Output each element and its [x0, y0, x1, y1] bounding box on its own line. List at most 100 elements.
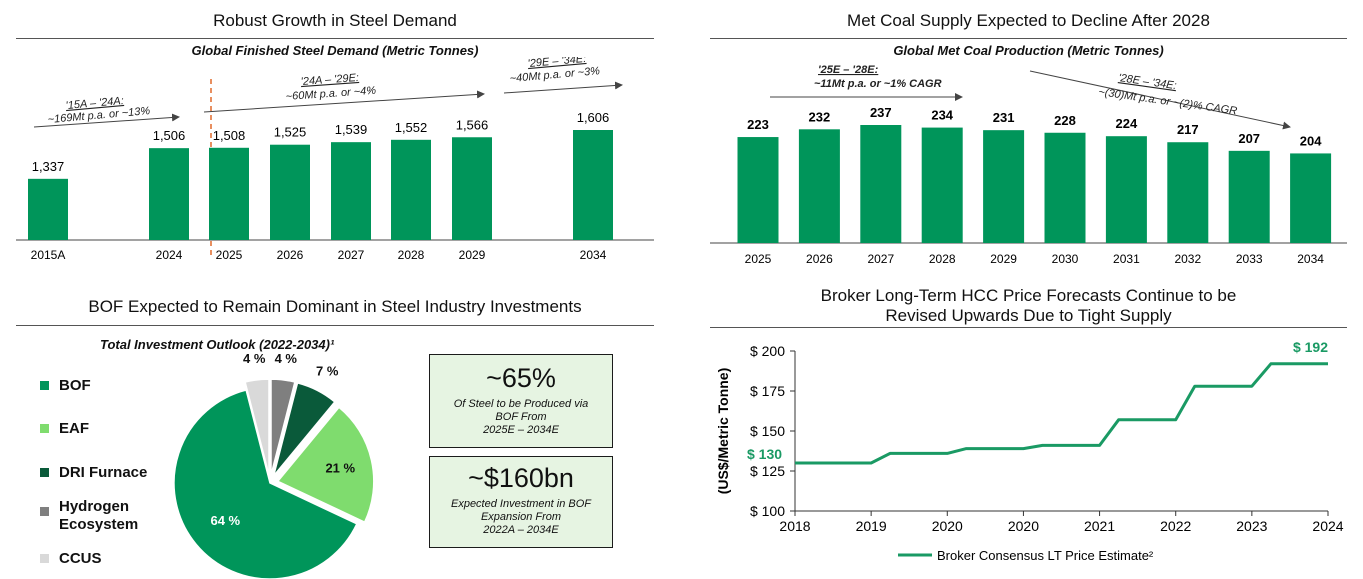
- broker-y-tick-label: $ 200: [750, 343, 785, 359]
- steel-arrow-1: [33, 113, 180, 128]
- steel-x-tick-label: 2025: [216, 248, 243, 262]
- coal-bar: [1228, 150, 1270, 243]
- coal-bar-label: 207: [1238, 131, 1260, 146]
- pie-slice-eaf: [276, 406, 375, 524]
- steel-bar-label: 1,539: [335, 122, 368, 137]
- met-coal-panel: Met Coal Supply Expected to Decline Afte…: [710, 0, 1347, 270]
- coal-bar-label: 228: [1054, 113, 1076, 128]
- coal-x-tick-label: 2027: [867, 252, 894, 266]
- bof-investment-text-3: 2022A – 2034E: [483, 524, 559, 536]
- steel-bar: [391, 139, 431, 240]
- coal-bar: [1044, 132, 1086, 243]
- pie-label-bof: 64 %: [210, 513, 240, 528]
- legend-label-bof: BOF: [59, 377, 91, 394]
- met-coal-title: Met Coal Supply Expected to Decline Afte…: [847, 11, 1210, 30]
- coal-bar: [737, 137, 779, 243]
- pie-label-dri: 7 %: [316, 364, 339, 379]
- coal-bar-label: 224: [1116, 116, 1138, 131]
- investment-pie-chart: 4 % 7 % 21 % 64 % 4 %: [173, 351, 375, 579]
- pie-label-hydrogen: 4 %: [275, 351, 298, 366]
- broker-x-tick-label: 2019: [856, 518, 887, 534]
- broker-panel: Broker Long-Term HCC Price Forecasts Con…: [710, 280, 1347, 579]
- broker-title-rule: [710, 327, 1347, 328]
- coal-bar-label: 232: [809, 109, 831, 124]
- bof-investment-text-1: Expected Investment in BOF: [450, 498, 591, 510]
- broker-y-tick-label: $ 125: [750, 463, 785, 479]
- met-coal-subtitle: Global Met Coal Production (Metric Tonne…: [893, 43, 1164, 58]
- steel-x-tick-label: 2029: [459, 248, 486, 262]
- coal-bar: [860, 125, 902, 243]
- coal-arrow-2: [1029, 70, 1291, 130]
- broker-y-tick-label: $ 150: [750, 423, 785, 439]
- steel-x-tick-label: 2027: [338, 248, 365, 262]
- steel-bar: [209, 147, 249, 240]
- coal-x-tick-label: 2033: [1236, 252, 1263, 266]
- steel-bar-label: 1,508: [213, 128, 246, 143]
- broker-legend-label: Broker Consensus LT Price Estimate²: [937, 548, 1154, 563]
- steel-demand-panel: Robust Growth in Steel Demand Global Fin…: [16, 0, 654, 270]
- legend-swatch-dri: [40, 468, 49, 477]
- legend-item-bof: BOF: [40, 377, 91, 394]
- pie-slice-bof: [173, 389, 358, 579]
- met-coal-chart: '25E – '28E: ~11Mt p.a. or ~1% CAGR '28E…: [710, 64, 1347, 266]
- steel-bar-label: 1,525: [274, 125, 307, 140]
- broker-x-tick-label: 2020: [932, 518, 963, 534]
- coal-annotation-1-line2: ~11Mt p.a. or ~1% CAGR: [814, 78, 942, 90]
- steel-bar-label: 1,552: [395, 120, 428, 135]
- bof-title-rule: [16, 325, 654, 326]
- pie-slice-hydrogen: [270, 378, 296, 476]
- broker-y-tick-label: $ 100: [750, 503, 785, 519]
- coal-bar: [1105, 136, 1147, 243]
- steel-demand-chart: '15A – '24A: ~169Mt p.a. or ~13% '24A – …: [16, 57, 654, 262]
- legend-label-eaf: EAF: [59, 420, 89, 437]
- legend-swatch-ccus: [40, 554, 49, 563]
- steel-demand-subtitle: Global Finished Steel Demand (Metric Ton…: [191, 43, 479, 58]
- coal-x-tick-label: 2030: [1052, 252, 1079, 266]
- bof-share-text-1: Of Steel to be Produced via: [453, 398, 589, 410]
- bof-share-text-2: BOF From: [495, 411, 547, 423]
- steel-bar: [149, 148, 189, 240]
- steel-annotation-3-line2: ~40Mt p.a. or ~3%: [509, 65, 600, 85]
- legend-label-hydrogen: Hydrogen Ecosystem: [59, 498, 139, 533]
- coal-bar: [921, 127, 963, 243]
- coal-x-tick-label: 2032: [1174, 252, 1201, 266]
- steel-arrow-3: [503, 81, 623, 94]
- steel-annotation-2-line1: '24A – '29E:: [300, 72, 359, 88]
- legend-swatch-eaf: [40, 424, 49, 433]
- steel-bar-label: 1,566: [456, 117, 489, 132]
- coal-bar-label: 237: [870, 105, 892, 120]
- coal-x-tick-label: 2029: [990, 252, 1017, 266]
- steel-x-tick-label: 2034: [580, 248, 607, 262]
- steel-bar: [28, 178, 68, 240]
- legend-label-dri: DRI Furnace: [59, 464, 148, 481]
- broker-end-label: $ 192: [1293, 339, 1328, 355]
- pie-slice-ccus: [244, 378, 270, 476]
- met-coal-title-rule: [710, 38, 1347, 39]
- steel-demand-title-rule: [16, 38, 654, 39]
- coal-annotation-1-line1: '25E – '28E:: [818, 64, 879, 76]
- coal-bar: [983, 130, 1025, 243]
- steel-bar: [452, 137, 492, 240]
- broker-price-chart: $ 100 $ 125 $ 150 $ 175 $ 200 2018 2019 2020 202…: [715, 339, 1344, 563]
- broker-title-line1: Broker Long-Term HCC Price Forecasts Con…: [820, 286, 1237, 305]
- broker-start-label: $ 130: [747, 446, 782, 462]
- steel-bar-label: 1,506: [153, 128, 186, 143]
- coal-x-tick-label: 2026: [806, 252, 833, 266]
- coal-bar-label: 234: [931, 108, 953, 123]
- broker-price-line: [795, 362, 1328, 465]
- steel-bar-label: 1,606: [577, 110, 610, 125]
- broker-y-tick-label: $ 175: [750, 383, 785, 399]
- steel-bar: [331, 142, 371, 240]
- coal-x-tick-label: 2028: [929, 252, 956, 266]
- bof-share-value: ~65%: [486, 363, 556, 393]
- coal-bar-label: 231: [993, 110, 1015, 125]
- pie-slice-dri: [272, 381, 336, 477]
- broker-x-tick-label: 2022: [1160, 518, 1191, 534]
- steel-demand-title: Robust Growth in Steel Demand: [213, 11, 457, 30]
- coal-bar-label: 223: [747, 117, 769, 132]
- steel-x-tick-label: 2015A: [31, 248, 66, 262]
- legend-item-dri: DRI Furnace: [40, 464, 147, 481]
- legend-label-ccus: CCUS: [59, 550, 102, 567]
- coal-bar: [1290, 153, 1332, 243]
- bof-investment-value: ~$160bn: [468, 463, 574, 493]
